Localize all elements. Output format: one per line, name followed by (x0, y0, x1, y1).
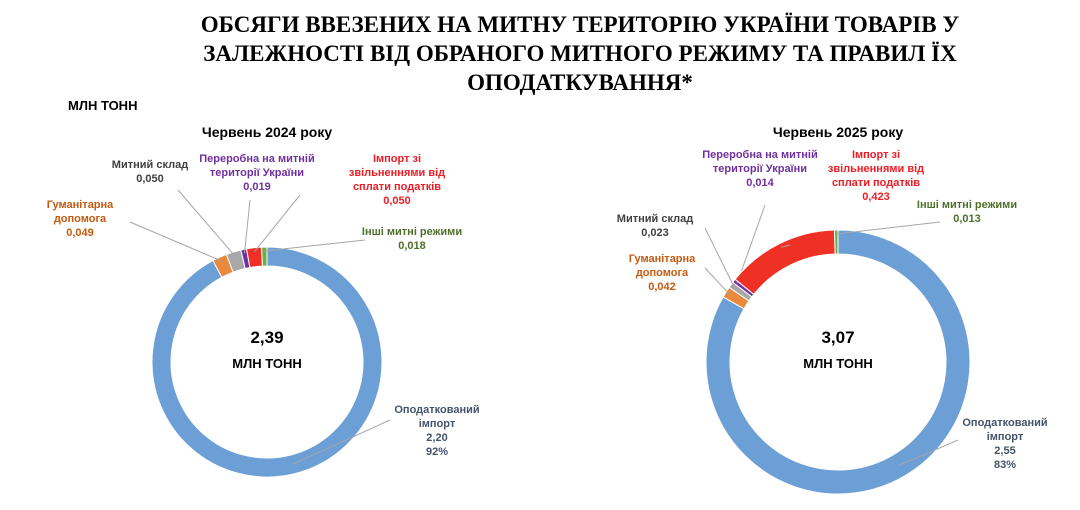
center-unit: МЛН ТОНН (803, 356, 873, 371)
slice-label: Гуманітарна допомога 0,042 (602, 252, 722, 294)
center-value: 2,39 (250, 328, 284, 347)
slice-label: Переробна на митній території України 0,0… (700, 148, 820, 190)
slice-label: Гуманітарна допомога 0,049 (20, 198, 140, 240)
slice-category: Інші митні режими (916, 199, 1018, 211)
slice-value: 0,042 (648, 281, 676, 293)
slice-value: 0,050 (383, 195, 411, 207)
chart-title: Червень 2024 року (201, 124, 333, 140)
slice-category: Переробна на митній території України (702, 149, 818, 175)
slice-label: Імпорт зі звільненнями від сплати податк… (816, 148, 936, 204)
donut-slice (245, 246, 263, 269)
chart-title: Червень 2025 року (772, 124, 904, 140)
slice-category: Митний склад (111, 159, 189, 171)
slice-value: 0,023 (641, 227, 669, 239)
slice-label: Оподаткований імпорт 2,55 83% (945, 416, 1065, 472)
slice-category: Переробна на митній території України (199, 153, 315, 179)
slice-label: Митний склад 0,023 (595, 212, 715, 240)
slice-label: Оподаткований імпорт 2,20 92% (377, 403, 497, 459)
slice-label: Інші митні режими 0,018 (352, 225, 472, 253)
page-title: ОБСЯГИ ВВЕЗЕНИХ НА МИТНУ ТЕРИТОРІЮ УКРАЇ… (200, 12, 960, 95)
donut-slice (705, 229, 971, 495)
slice-value: 0,050 (136, 173, 164, 185)
leader-line (254, 194, 301, 253)
slice-value: 2,55 (994, 445, 1016, 457)
slice-value: 0,014 (746, 177, 774, 189)
leader-line (836, 221, 941, 235)
leader-line (177, 189, 236, 257)
leader-line (704, 267, 730, 295)
leader-line (129, 221, 222, 262)
center-unit: МЛН ТОНН (232, 356, 302, 371)
slice-category: Митний склад (616, 213, 694, 225)
slice-value: 0,018 (398, 240, 426, 252)
slice-label: Імпорт зі звільненнями від сплати податк… (337, 152, 457, 208)
leader-line (898, 439, 959, 467)
slice-value: 2,20 (426, 432, 448, 444)
slice-category: Інші митні режими (361, 226, 463, 238)
slice-share: 92% (425, 446, 449, 458)
slice-category: Імпорт зі звільненнями від сплати податк… (348, 153, 446, 193)
leader-line (704, 227, 735, 288)
slice-label: Переробна на митній території України 0,0… (197, 152, 317, 194)
donut-slice (734, 229, 836, 296)
donut-slice (151, 246, 383, 478)
slice-label: Інші митні режими 0,013 (907, 198, 1027, 226)
leader-line (292, 419, 391, 465)
slice-category: Гуманітарна допомога (46, 199, 114, 225)
slice-value: 0,013 (953, 213, 981, 225)
slice-category: Оподаткований імпорт (394, 404, 480, 430)
slice-share: 83% (993, 459, 1017, 471)
leader-line (264, 239, 366, 252)
leader-line (781, 244, 791, 248)
slice-label: Митний склад 0,050 (90, 158, 210, 186)
slice-category: Гуманітарна допомога (628, 253, 696, 279)
leader-line (736, 204, 766, 284)
center-value: 3,07 (821, 328, 855, 347)
slice-value: 0,423 (862, 191, 890, 203)
unit-label: МЛН ТОНН (68, 98, 138, 113)
slice-category: Імпорт зі звільненнями від сплати податк… (827, 149, 925, 189)
slice-value: 0,049 (66, 227, 94, 239)
donut-slice (833, 229, 839, 255)
donut-slice (261, 246, 268, 267)
slice-value: 0,019 (243, 181, 271, 193)
leader-line (244, 199, 251, 254)
slice-category: Оподаткований імпорт (962, 417, 1048, 443)
